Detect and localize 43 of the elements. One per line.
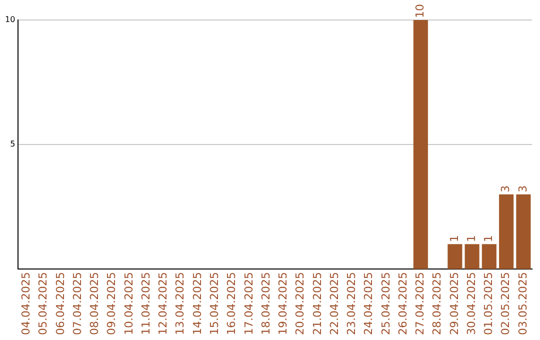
x-tick-label: 10.04.2025: [122, 272, 136, 336]
x-tick-label: 07.04.2025: [70, 272, 84, 336]
x-tick-label: 29.04.2025: [448, 272, 461, 336]
bar: [464, 244, 480, 270]
x-tick-label: 16.04.2025: [225, 272, 238, 336]
data-label: 1: [448, 235, 461, 242]
x-tick-label: 30.04.2025: [464, 272, 478, 336]
x-tick-label: 02.05.2025: [499, 272, 512, 336]
x-tick-label: 03.05.2025: [516, 272, 530, 336]
bar: [516, 194, 531, 270]
x-tick-label: 25.04.2025: [379, 272, 392, 336]
y-tick-label: 5: [10, 140, 16, 149]
x-tick-label: 09.04.2025: [105, 272, 118, 336]
x-tick-label: 20.04.2025: [294, 272, 307, 336]
x-tick-label: 15.04.2025: [208, 272, 222, 336]
data-label: 3: [499, 185, 512, 192]
x-tick-label: 05.04.2025: [36, 272, 50, 336]
x-tick-label: 04.04.2025: [20, 272, 33, 336]
bar: [448, 244, 462, 270]
bar: [482, 244, 496, 270]
x-tick-label: 13.04.2025: [174, 272, 187, 336]
x-tick-label: 06.04.2025: [54, 272, 67, 336]
bar: [413, 20, 428, 270]
data-label: 1: [482, 235, 496, 242]
x-tick-label: 23.04.2025: [345, 272, 358, 336]
x-tick-label: 19.04.2025: [276, 272, 290, 336]
x-tick-label: 11.04.2025: [139, 272, 152, 336]
data-label: 3: [516, 185, 530, 192]
x-tick-label: 28.04.2025: [430, 272, 444, 336]
x-tick-label: 22.04.2025: [328, 272, 341, 336]
x-tick-label: 08.04.2025: [88, 272, 102, 336]
x-tick-label: 27.04.2025: [414, 272, 427, 336]
x-tick-label: 24.04.2025: [362, 272, 376, 336]
data-label: 1: [464, 235, 478, 242]
x-tick-label: 17.04.2025: [242, 272, 256, 336]
data-label: 10: [414, 4, 427, 18]
x-tick-label: 21.04.2025: [310, 272, 324, 336]
x-tick-label: 14.04.2025: [190, 272, 204, 336]
bar: [499, 194, 514, 270]
x-tick-label: 12.04.2025: [156, 272, 170, 336]
x-tick-label: 01.05.2025: [482, 272, 496, 336]
x-tick-label: 18.04.2025: [259, 272, 272, 336]
x-tick-label: 26.04.2025: [396, 272, 410, 336]
